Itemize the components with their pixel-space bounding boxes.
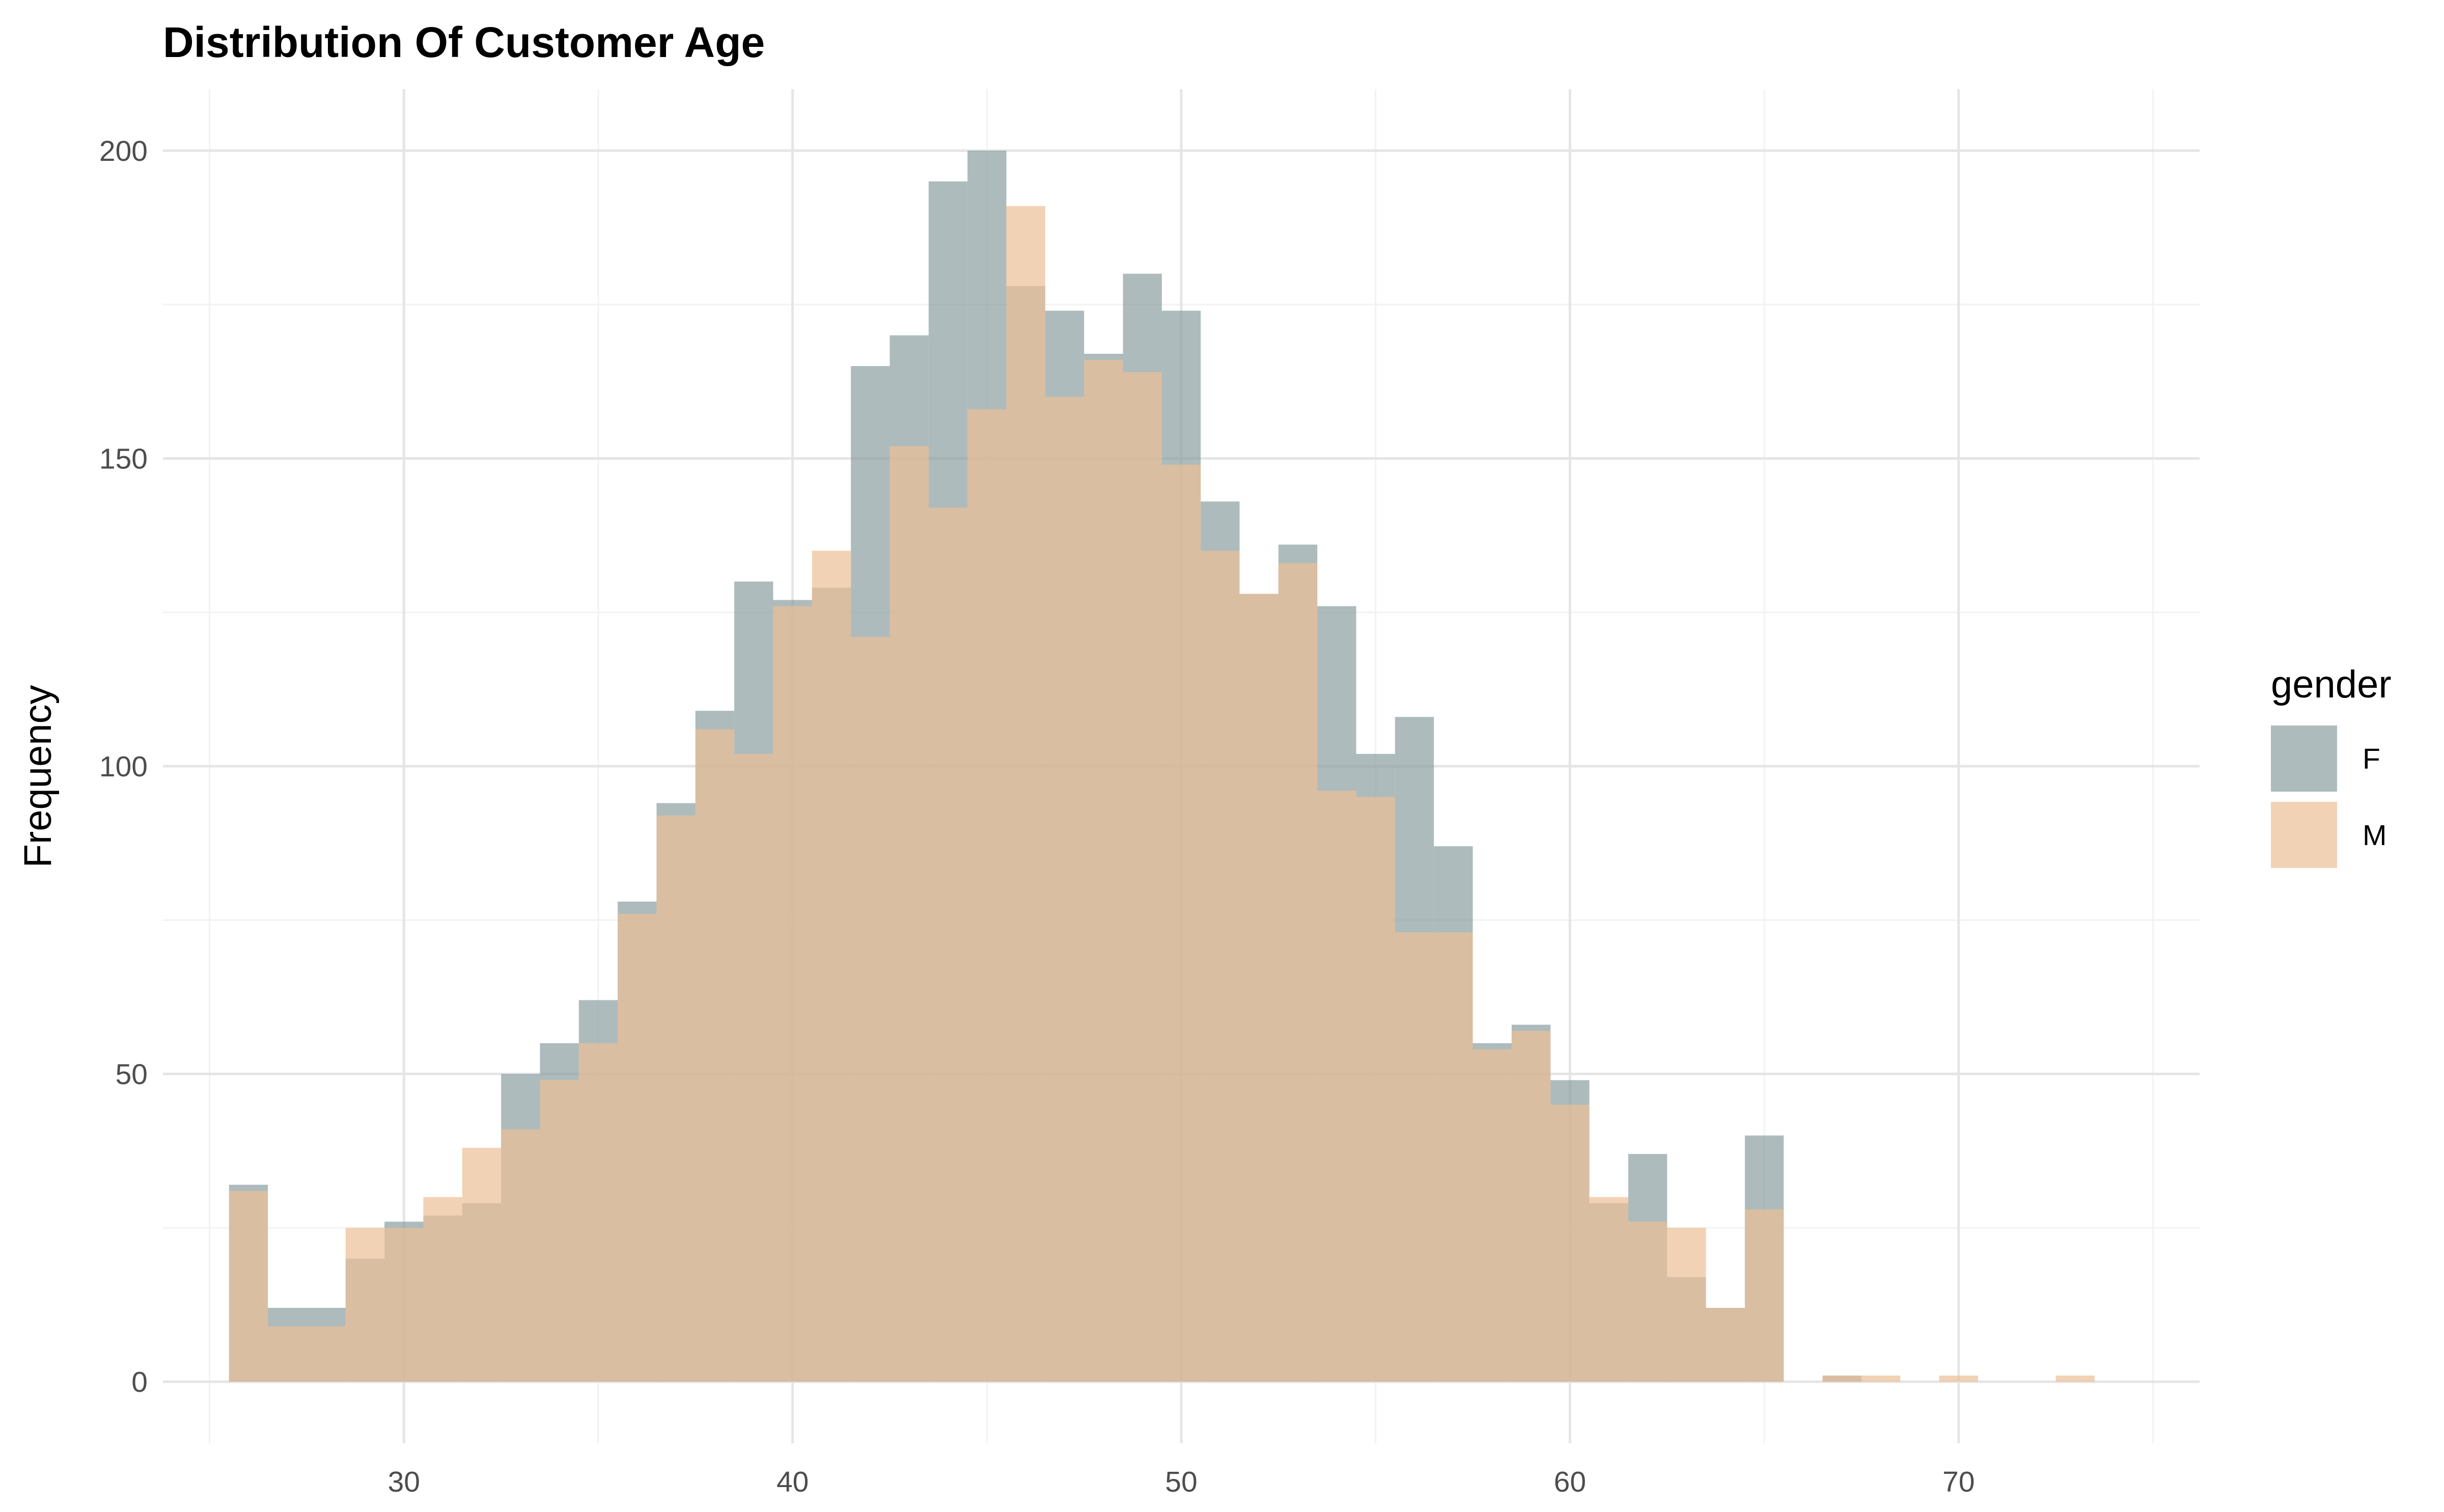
bar-m [1317, 791, 1356, 1382]
bar-m [540, 1080, 579, 1382]
x-tick-label: 70 [1942, 1466, 1975, 1498]
bar-m [1589, 1197, 1628, 1382]
bar-m [229, 1191, 268, 1382]
bar-m [1356, 797, 1395, 1382]
y-tick-label: 100 [99, 750, 148, 783]
bar-m [734, 753, 773, 1382]
y-axis-title: Frequency [16, 685, 60, 867]
bar-m [812, 550, 851, 1382]
bar-m [618, 914, 657, 1382]
bar-m [462, 1147, 502, 1382]
bar-m [1628, 1221, 1668, 1382]
bar-m [1278, 563, 1318, 1382]
bar-m [268, 1326, 307, 1382]
bar-m [1550, 1105, 1590, 1382]
bar-m [656, 815, 696, 1382]
bar-m [1045, 397, 1085, 1382]
y-tick-label: 150 [99, 442, 148, 475]
x-tick-label: 50 [1165, 1466, 1197, 1498]
histogram-bars [229, 150, 2095, 1382]
bar-m [1161, 464, 1201, 1382]
bar-m [2056, 1376, 2095, 1382]
legend-label-f: F [2363, 743, 2380, 775]
bar-m [773, 606, 812, 1382]
bar-m [1084, 360, 1123, 1382]
bar-m [1006, 206, 1045, 1382]
bar-m [1861, 1376, 1901, 1382]
legend-title: gender [2271, 663, 2392, 706]
bar-m [1706, 1308, 1745, 1382]
bar-m [695, 729, 735, 1382]
bar-m [1939, 1376, 1978, 1382]
x-tick-label: 40 [776, 1466, 809, 1498]
bar-m [967, 409, 1007, 1382]
bar-m [1434, 932, 1473, 1382]
axis-ticks: 30 40 50 60 70 0 50 100 150 200 [99, 135, 1975, 1498]
bar-m [1201, 550, 1240, 1382]
x-tick-label: 60 [1554, 1466, 1586, 1498]
legend-swatch-m [2271, 802, 2337, 868]
bar-m [890, 446, 929, 1382]
bar-m [1822, 1376, 1862, 1382]
bar-m [1511, 1030, 1551, 1382]
bar-m [307, 1326, 346, 1382]
bar-m [1667, 1227, 1706, 1382]
bar-m [1473, 1049, 1512, 1382]
legend: gender F M [2271, 663, 2392, 868]
legend-label-m: M [2363, 819, 2386, 852]
bar-m [345, 1227, 385, 1382]
bar-m [928, 508, 968, 1382]
bar-m [384, 1227, 424, 1382]
bar-m [423, 1197, 462, 1382]
y-tick-label: 50 [116, 1058, 148, 1091]
bar-m [1123, 372, 1162, 1382]
bar-m [1744, 1209, 1784, 1382]
chart-title: Distribution Of Customer Age [163, 18, 765, 66]
y-tick-label: 200 [99, 135, 148, 167]
bar-m [851, 637, 890, 1382]
y-tick-label: 0 [131, 1366, 148, 1398]
bar-m [578, 1043, 618, 1382]
x-tick-label: 30 [388, 1466, 420, 1498]
bar-m [501, 1129, 540, 1382]
bar-m [1239, 594, 1279, 1382]
bar-m [1395, 932, 1434, 1382]
legend-swatch-f [2271, 725, 2337, 792]
